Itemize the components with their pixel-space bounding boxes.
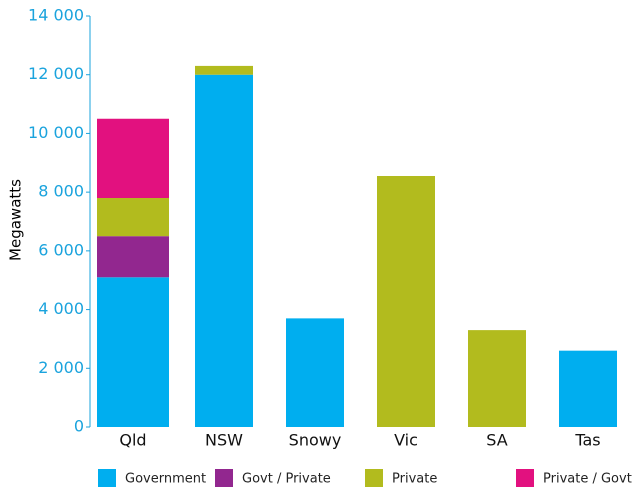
bar-segment bbox=[97, 277, 169, 427]
x-tick-label: NSW bbox=[205, 431, 243, 450]
bar-segment bbox=[559, 350, 617, 427]
bar-segment bbox=[377, 175, 435, 427]
y-tick-label: 14 000 bbox=[28, 6, 84, 25]
legend-label: Private / Govt PPA bbox=[543, 472, 634, 487]
y-axis-label: Megawatts bbox=[7, 179, 25, 261]
x-tick-label: Vic bbox=[394, 431, 418, 450]
y-tick-label: 2 000 bbox=[38, 358, 84, 377]
bar-segment bbox=[97, 236, 169, 278]
bar-segment bbox=[286, 318, 344, 427]
legend-label: Government bbox=[125, 472, 206, 487]
y-tick-label: 4 000 bbox=[38, 299, 84, 318]
legend-swatch bbox=[98, 469, 116, 487]
bar-segment bbox=[195, 65, 253, 75]
bar-segment bbox=[195, 74, 253, 427]
legend-swatch bbox=[365, 469, 383, 487]
y-tick-label: 12 000 bbox=[28, 64, 84, 83]
x-tick-label: Qld bbox=[119, 431, 146, 450]
y-tick-label: 10 000 bbox=[28, 123, 84, 142]
legend-label: Private bbox=[392, 472, 437, 487]
x-tick-label: Tas bbox=[574, 431, 600, 450]
bar-segment bbox=[97, 198, 169, 237]
bar-segment bbox=[97, 118, 169, 199]
x-tick-label: Snowy bbox=[289, 431, 342, 450]
legend-swatch bbox=[215, 469, 233, 487]
bar-segment bbox=[468, 330, 526, 427]
y-tick-label: 8 000 bbox=[38, 182, 84, 201]
legend-swatch bbox=[516, 469, 534, 487]
y-tick-label: 0 bbox=[74, 417, 84, 436]
x-tick-label: SA bbox=[486, 431, 507, 450]
legend-label: Govt / Private bbox=[242, 472, 331, 487]
y-tick-label: 6 000 bbox=[38, 240, 84, 259]
